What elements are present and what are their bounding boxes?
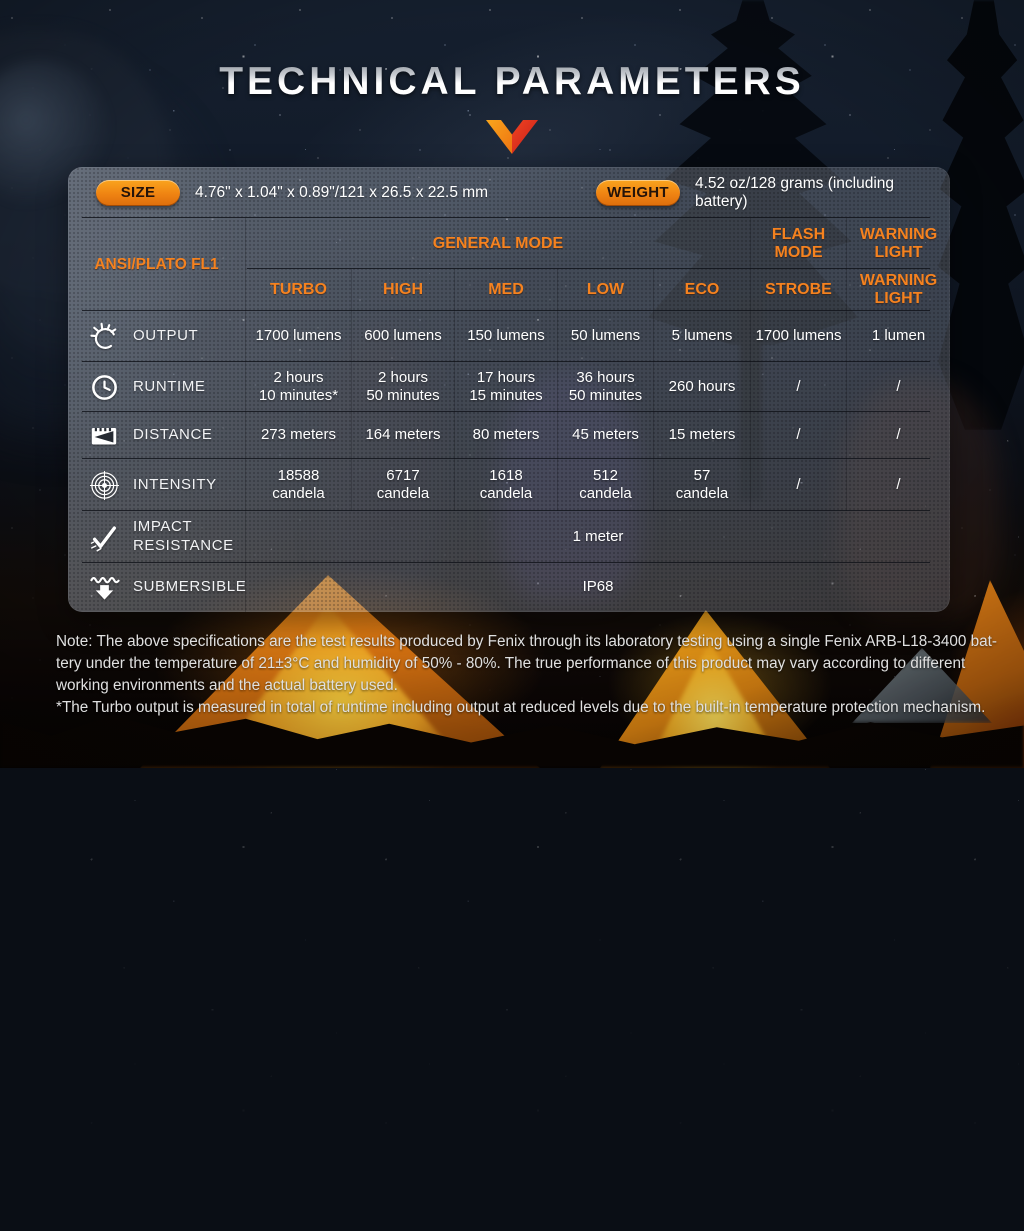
mode-header-eco: ECO — [653, 269, 750, 311]
intensity-low-value: 512 candela — [557, 459, 653, 511]
intensity-strobe-value: / — [750, 459, 846, 511]
impact-resistance-value: 1 meter — [245, 511, 950, 563]
distance-med-value: 80 meters — [454, 412, 557, 459]
runtime-strobe-value: / — [750, 362, 846, 412]
runtime-turbo-value: 2 hours 10 minutes* — [245, 362, 351, 412]
page-title: TECHNICAL PARAMETERS — [219, 60, 805, 104]
header-flash-mode: FLASH MODE — [750, 218, 846, 269]
size-weight-row: SIZE 4.76" x 1.04" x 0.89"/121 x 26.5 x … — [68, 167, 950, 218]
row-label-runtime: RUNTIME — [133, 378, 206, 397]
runtime-high-value: 2 hours 50 minutes — [351, 362, 454, 412]
runtime-clock-icon — [88, 371, 120, 403]
distance-warning-value: / — [846, 412, 950, 459]
intensity-target-icon — [88, 469, 120, 501]
footnote: Note: The above specifications are the t… — [56, 631, 1002, 719]
mode-header-turbo: TURBO — [245, 269, 351, 311]
mode-header-strobe: STROBE — [750, 269, 846, 311]
table-row-intensity: INTENSITY 18588 candela 6717 candela 161… — [68, 459, 950, 511]
output-med-value: 150 lumens — [454, 311, 557, 362]
submersible-value: IP68 — [245, 563, 950, 612]
output-burst-icon — [88, 321, 120, 353]
standard-label: ANSI/PLATO FL1 — [68, 218, 245, 311]
distance-beam-icon — [88, 420, 120, 452]
row-label-impact-resistance: IMPACT RESISTANCE — [133, 518, 245, 556]
impact-check-icon — [88, 521, 120, 553]
runtime-med-value: 17 hours 15 minutes — [454, 362, 557, 412]
submersible-water-icon — [88, 572, 120, 604]
output-eco-value: 5 lumens — [653, 311, 750, 362]
output-strobe-value: 1700 lumens — [750, 311, 846, 362]
header-warning-light: WARNING LIGHT — [846, 218, 950, 269]
technical-parameters-panel: SIZE 4.76" x 1.04" x 0.89"/121 x 26.5 x … — [68, 167, 950, 612]
weight-badge: WEIGHT — [596, 180, 680, 206]
distance-strobe-value: / — [750, 412, 846, 459]
table-row-impact-resistance: IMPACT RESISTANCE 1 meter — [68, 511, 950, 563]
intensity-turbo-value: 18588 candela — [245, 459, 351, 511]
output-low-value: 50 lumens — [557, 311, 653, 362]
output-high-value: 600 lumens — [351, 311, 454, 362]
chevron-down-icon — [0, 120, 1024, 159]
row-label-intensity: INTENSITY — [133, 476, 217, 495]
runtime-eco-value: 260 hours — [653, 362, 750, 412]
row-label-submersible: SUBMERSIBLE — [133, 578, 246, 597]
intensity-eco-value: 57 candela — [653, 459, 750, 511]
row-label-distance: DISTANCE — [133, 426, 213, 445]
intensity-med-value: 1618 candela — [454, 459, 557, 511]
table-row-runtime: RUNTIME 2 hours 10 minutes* 2 hours 50 m… — [68, 362, 950, 412]
mode-header-warning-light: WARNING LIGHT — [846, 269, 950, 311]
weight-value: 4.52 oz/128 grams (including battery) — [695, 175, 950, 211]
header-general-mode: GENERAL MODE — [245, 218, 750, 269]
distance-high-value: 164 meters — [351, 412, 454, 459]
row-label-output: OUTPUT — [133, 327, 198, 346]
intensity-high-value: 6717 candela — [351, 459, 454, 511]
table-row-output: OUTPUT 1700 lumens 600 lumens 150 lumens… — [68, 311, 950, 362]
mode-header-high: HIGH — [351, 269, 454, 311]
distance-eco-value: 15 meters — [653, 412, 750, 459]
output-turbo-value: 1700 lumens — [245, 311, 351, 362]
intensity-warning-value: / — [846, 459, 950, 511]
table-header: ANSI/PLATO FL1 GENERAL MODE FLASH MODE W… — [68, 218, 950, 311]
runtime-low-value: 36 hours 50 minutes — [557, 362, 653, 412]
size-badge: SIZE — [96, 180, 180, 206]
table-row-distance: DISTANCE 273 meters 164 meters 80 meters… — [68, 412, 950, 459]
table-row-submersible: SUBMERSIBLE IP68 — [68, 563, 950, 612]
mode-header-med: MED — [454, 269, 557, 311]
size-value: 4.76" x 1.04" x 0.89"/121 x 26.5 x 22.5 … — [195, 184, 488, 202]
output-warning-value: 1 lumen — [846, 311, 950, 362]
distance-low-value: 45 meters — [557, 412, 653, 459]
runtime-warning-value: / — [846, 362, 950, 412]
mode-header-low: LOW — [557, 269, 653, 311]
distance-turbo-value: 273 meters — [245, 412, 351, 459]
